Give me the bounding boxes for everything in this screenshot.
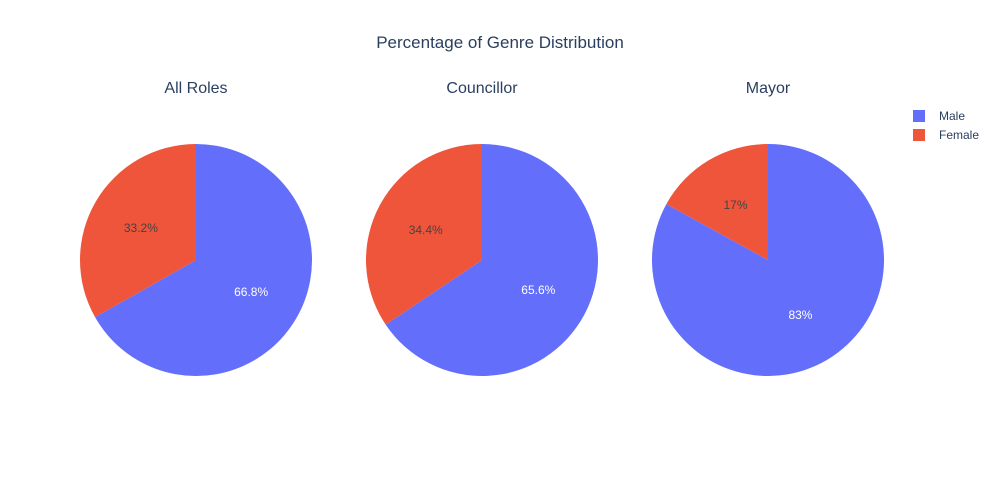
pie-slice-mayor-female[interactable] — [666, 144, 768, 260]
legend-swatch-male — [913, 109, 925, 122]
pie-label-mayor-female: 17% — [724, 198, 748, 212]
legend-label-female: Female — [939, 127, 980, 142]
subplot-title-all-roles: All Roles — [164, 80, 228, 97]
pie-label-all-roles-male: 66.8% — [234, 285, 268, 299]
pie-slice-all-roles-female[interactable] — [79, 144, 196, 318]
chart-title: Percentage of Genre Distribution — [376, 33, 624, 52]
legend-swatch-female — [913, 128, 925, 141]
pie-label-all-roles-female: 33.2% — [124, 221, 158, 235]
pie-slice-all-roles-male[interactable] — [95, 144, 312, 376]
pie-label-mayor-male: 83% — [788, 308, 812, 322]
pie-slice-councillor-male[interactable] — [385, 144, 598, 376]
subplot-title-councillor: Councillor — [446, 80, 518, 97]
pie-slice-councillor-female[interactable] — [365, 144, 482, 325]
legend-item-male[interactable]: Male — [913, 106, 979, 125]
legend-label-male: Male — [939, 108, 966, 123]
pie-label-councillor-female: 34.4% — [409, 223, 443, 237]
subplot-title-mayor: Mayor — [745, 80, 791, 97]
legend[interactable]: Male Female — [913, 106, 979, 144]
legend-item-female[interactable]: Female — [913, 125, 979, 144]
pie-label-councillor-male: 65.6% — [521, 283, 555, 297]
